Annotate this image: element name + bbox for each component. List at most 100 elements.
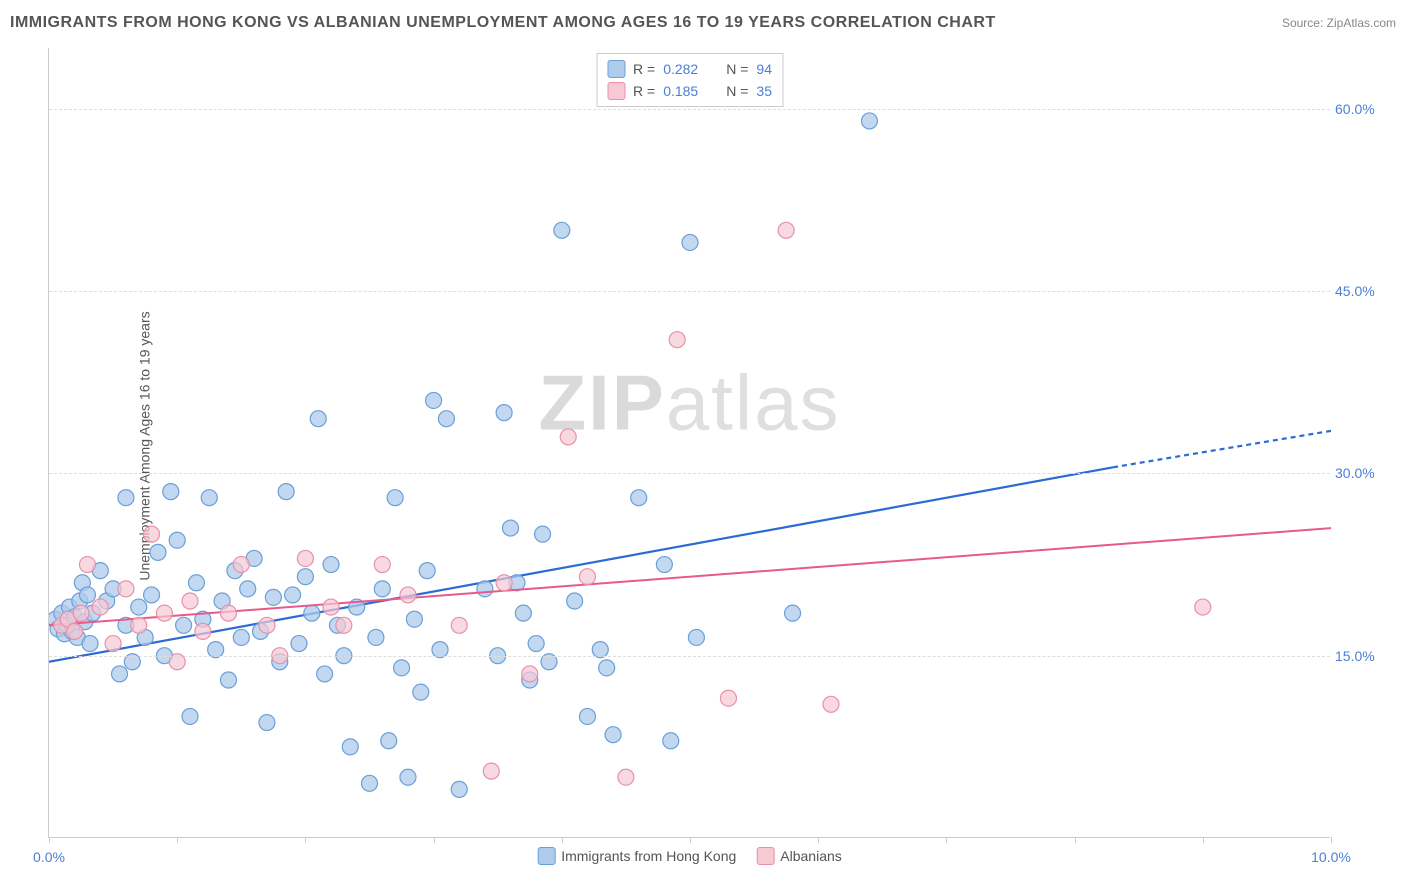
data-point-hk <box>118 490 134 506</box>
x-tick <box>562 837 563 843</box>
data-point-alb <box>669 332 685 348</box>
x-tick <box>946 837 947 843</box>
y-tick-label: 45.0% <box>1335 283 1390 299</box>
data-point-alb <box>73 605 89 621</box>
gridline <box>49 656 1330 657</box>
legend-label-hk: Immigrants from Hong Kong <box>561 848 736 864</box>
data-point-hk <box>297 569 313 585</box>
data-point-hk <box>381 733 397 749</box>
data-point-hk <box>201 490 217 506</box>
data-point-alb <box>400 587 416 603</box>
data-point-hk <box>688 629 704 645</box>
data-point-hk <box>291 636 307 652</box>
chart-container: IMMIGRANTS FROM HONG KONG VS ALBANIAN UN… <box>0 0 1406 892</box>
data-point-alb <box>92 599 108 615</box>
data-point-hk <box>163 484 179 500</box>
data-point-hk <box>535 526 551 542</box>
x-tick <box>690 837 691 843</box>
data-point-hk <box>265 589 281 605</box>
data-point-hk <box>400 769 416 785</box>
data-point-alb <box>297 550 313 566</box>
data-point-alb <box>67 623 83 639</box>
x-tick-label: 0.0% <box>33 849 65 865</box>
data-point-alb <box>778 222 794 238</box>
data-point-alb <box>323 599 339 615</box>
data-point-hk <box>112 666 128 682</box>
data-point-alb <box>618 769 634 785</box>
x-tick <box>434 837 435 843</box>
data-point-hk <box>554 222 570 238</box>
data-point-hk <box>426 392 442 408</box>
data-point-hk <box>682 234 698 250</box>
title-bar: IMMIGRANTS FROM HONG KONG VS ALBANIAN UN… <box>10 8 1396 38</box>
data-point-hk <box>233 629 249 645</box>
r-value-hk: 0.282 <box>663 61 698 77</box>
data-point-hk <box>310 411 326 427</box>
data-point-hk <box>605 727 621 743</box>
n-label: N = <box>726 61 748 77</box>
data-point-alb <box>195 623 211 639</box>
gridline <box>49 109 1330 110</box>
data-point-hk <box>503 520 519 536</box>
data-point-alb <box>131 617 147 633</box>
data-point-alb <box>156 605 172 621</box>
data-point-alb <box>522 666 538 682</box>
plot-area: ZIPatlas R = 0.282 N = 94 R = 0.185 N = … <box>48 48 1330 838</box>
data-point-hk <box>285 587 301 603</box>
x-tick <box>305 837 306 843</box>
r-label: R = <box>633 61 655 77</box>
data-point-hk <box>259 715 275 731</box>
data-point-hk <box>169 532 185 548</box>
series-legend: Immigrants from Hong Kong Albanians <box>537 847 842 865</box>
data-point-hk <box>188 575 204 591</box>
n-value-hk: 94 <box>756 61 772 77</box>
scatter-svg <box>49 48 1331 838</box>
r-value-alb: 0.185 <box>663 83 698 99</box>
data-point-alb <box>105 636 121 652</box>
data-point-hk <box>82 636 98 652</box>
data-point-alb <box>483 763 499 779</box>
x-tick <box>177 837 178 843</box>
n-value-alb: 35 <box>756 83 772 99</box>
data-point-hk <box>220 672 236 688</box>
data-point-hk <box>368 629 384 645</box>
y-tick-label: 60.0% <box>1335 101 1390 117</box>
stats-row-alb: R = 0.185 N = 35 <box>607 80 772 102</box>
x-tick <box>49 837 50 843</box>
x-tick <box>1331 837 1332 843</box>
data-point-alb <box>1195 599 1211 615</box>
data-point-alb <box>560 429 576 445</box>
data-point-hk <box>278 484 294 500</box>
data-point-hk <box>374 581 390 597</box>
x-tick <box>1203 837 1204 843</box>
data-point-hk <box>663 733 679 749</box>
data-point-hk <box>785 605 801 621</box>
data-point-hk <box>176 617 192 633</box>
data-point-hk <box>131 599 147 615</box>
data-point-alb <box>182 593 198 609</box>
legend-swatch-hk <box>607 60 625 78</box>
data-point-hk <box>515 605 531 621</box>
n-label-2: N = <box>726 83 748 99</box>
data-point-hk <box>406 611 422 627</box>
data-point-hk <box>528 636 544 652</box>
data-point-hk <box>451 781 467 797</box>
chart-title: IMMIGRANTS FROM HONG KONG VS ALBANIAN UN… <box>10 14 996 32</box>
data-point-hk <box>342 739 358 755</box>
data-point-hk <box>362 775 378 791</box>
gridline <box>49 473 1330 474</box>
data-point-alb <box>496 575 512 591</box>
data-point-alb <box>220 605 236 621</box>
legend-swatch-alb-bottom <box>756 847 774 865</box>
data-point-alb <box>118 581 134 597</box>
data-point-hk <box>579 708 595 724</box>
legend-item-hk: Immigrants from Hong Kong <box>537 847 736 865</box>
data-point-alb <box>451 617 467 633</box>
data-point-hk <box>144 587 160 603</box>
y-tick-label: 30.0% <box>1335 465 1390 481</box>
data-point-alb <box>579 569 595 585</box>
data-point-hk <box>182 708 198 724</box>
y-tick-label: 15.0% <box>1335 648 1390 664</box>
data-point-hk <box>477 581 493 597</box>
data-point-hk <box>317 666 333 682</box>
